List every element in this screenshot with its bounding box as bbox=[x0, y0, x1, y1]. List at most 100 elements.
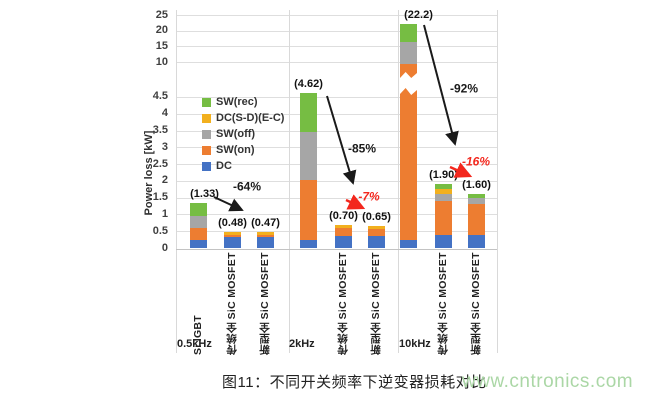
y-tick-label: 1 bbox=[161, 207, 168, 220]
bar-segment-DC bbox=[435, 234, 452, 248]
figure-caption: 图11：不同开关频率下逆变器损耗对比 bbox=[222, 374, 487, 391]
y-tick-label: 20 bbox=[155, 24, 168, 37]
bar-segment-SW_off bbox=[468, 197, 485, 205]
bar-segment-SW_on bbox=[190, 227, 207, 240]
y-tick-label: 3 bbox=[161, 140, 168, 153]
bar-segment-SW_on bbox=[335, 227, 352, 236]
y-axis-line bbox=[176, 10, 177, 353]
annotation-92: -92% bbox=[449, 81, 479, 96]
bar-segment-DC_SD bbox=[257, 232, 274, 235]
x-group-label: 2kHz bbox=[289, 338, 315, 350]
bar-segment-SW_on bbox=[224, 234, 241, 237]
legend-item-SW_rec: SW(rec) bbox=[202, 94, 284, 110]
x-device-label: 新型全 SiC MOSFET bbox=[258, 252, 271, 355]
x-device-label: 传统全 SiC MOSFET bbox=[336, 252, 349, 355]
bar-segment-DC bbox=[257, 236, 274, 248]
bar-segment-SW_off bbox=[400, 42, 417, 64]
broken-bar-lower-piece bbox=[400, 88, 417, 248]
bar-segment-SW_rec bbox=[468, 194, 485, 198]
bar-segment-DC_SD bbox=[224, 231, 241, 235]
bar-segment-DC bbox=[300, 239, 317, 248]
legend-swatch-icon bbox=[202, 113, 211, 123]
x-device-label: 新型全 SiC MOSFET bbox=[469, 252, 482, 355]
x-device-label: 传统全 SiC MOSFET bbox=[436, 252, 449, 355]
bar-segment-SW_off bbox=[300, 131, 317, 180]
legend-item-DC: DC bbox=[202, 158, 284, 174]
broken-bar-upper-piece bbox=[400, 24, 417, 78]
y-tick-label: 2 bbox=[161, 174, 168, 187]
bar-value-label: (0.70) bbox=[329, 209, 358, 222]
gridline bbox=[176, 214, 497, 216]
watermark-text: www.cntronics.com bbox=[462, 371, 634, 392]
bar-segment-DC_SD bbox=[368, 226, 385, 230]
annotation-85: -85% bbox=[347, 141, 377, 156]
bar-segment-SW_rec bbox=[300, 92, 317, 132]
bar-value-label: (1.90) bbox=[429, 169, 458, 182]
bar-segment-DC bbox=[224, 236, 241, 248]
bar-value-label: (0.47) bbox=[251, 217, 280, 230]
gridline bbox=[176, 197, 497, 199]
annotation-arrow-icon bbox=[326, 95, 357, 185]
annotation-64: -64% bbox=[232, 179, 262, 194]
bar-segment-SW_on bbox=[300, 179, 317, 240]
bar-segment-DC bbox=[335, 235, 352, 248]
bar-segment-DC bbox=[400, 239, 417, 248]
y-tick-label: 0 bbox=[161, 241, 168, 254]
y-tick-label: 4 bbox=[161, 107, 168, 120]
legend-item-SW_on: SW(on) bbox=[202, 142, 284, 158]
bar-value-label: (4.62) bbox=[294, 77, 323, 90]
legend-swatch-icon bbox=[202, 129, 211, 139]
x-device-label: 传统全 SiC MOSFET bbox=[225, 252, 238, 355]
y-tick-label: 0.5 bbox=[152, 224, 168, 237]
bar-value-label: (22.2) bbox=[404, 8, 433, 21]
bar-value-label: (0.65) bbox=[362, 211, 391, 224]
legend-swatch-icon bbox=[202, 97, 211, 107]
x-axis-line bbox=[176, 248, 497, 250]
legend-label: SW(on) bbox=[216, 144, 255, 156]
legend-item-DC_SD: DC(S-D)(E-C) bbox=[202, 110, 284, 126]
annotation-7: -7% bbox=[358, 189, 380, 204]
bar-segment-SW_on bbox=[400, 88, 417, 240]
legend-label: DC(S-D)(E-C) bbox=[216, 112, 285, 124]
annotation-16: -16% bbox=[461, 154, 491, 169]
bar-segment-SW_on bbox=[368, 229, 385, 236]
gridline bbox=[176, 15, 497, 17]
group-separator-line bbox=[288, 10, 290, 353]
legend-swatch-icon bbox=[202, 145, 211, 155]
bar-segment-SW_rec bbox=[400, 24, 417, 42]
bar-segment-DC bbox=[190, 239, 207, 248]
x-group-label: 10kHz bbox=[399, 338, 431, 350]
bar-segment-SW_on bbox=[468, 204, 485, 235]
gridline bbox=[176, 30, 497, 32]
y-tick-label: 10 bbox=[155, 55, 168, 68]
bar-segment-SW_rec bbox=[190, 203, 207, 217]
legend: SW(rec) DC(S-D)(E-C) SW(off) SW(on) DC bbox=[202, 94, 284, 174]
bar-value-label: (0.48) bbox=[218, 216, 247, 229]
bar-segment-DC_SD bbox=[435, 189, 452, 195]
bar-segment-DC bbox=[468, 234, 485, 248]
legend-item-SW_off: SW(off) bbox=[202, 126, 284, 142]
power-loss-chart: Power loss [kW] 25 20 15 10 4.5 4 3.5 3 2.5 2 1.5 1… bbox=[143, 8, 498, 355]
bar-segment-DC bbox=[368, 235, 385, 248]
y-tick-label: 4.5 bbox=[152, 90, 168, 103]
bar-value-label: (1.33) bbox=[190, 188, 219, 201]
legend-label: DC bbox=[216, 160, 232, 172]
bar-segment-SW_rec bbox=[435, 184, 452, 190]
bar-segment-SW_off bbox=[190, 216, 207, 228]
y-tick-label: 1.5 bbox=[152, 191, 168, 204]
plot-right-border bbox=[497, 10, 498, 353]
y-tick-label: 2.5 bbox=[152, 157, 168, 170]
group-separator-line bbox=[397, 10, 399, 353]
legend-swatch-icon bbox=[202, 161, 211, 171]
bar-value-label: (1.60) bbox=[462, 179, 491, 192]
y-tick-label: 15 bbox=[155, 39, 168, 52]
gridline bbox=[176, 46, 497, 48]
bar-segment-SW_on bbox=[257, 234, 274, 237]
x-device-label: 新型全 SiC MOSFET bbox=[369, 252, 382, 355]
legend-label: SW(rec) bbox=[216, 96, 258, 108]
y-tick-label: 25 bbox=[155, 8, 168, 21]
gridline bbox=[176, 62, 497, 63]
bar-segment-DC_SD bbox=[335, 224, 352, 228]
